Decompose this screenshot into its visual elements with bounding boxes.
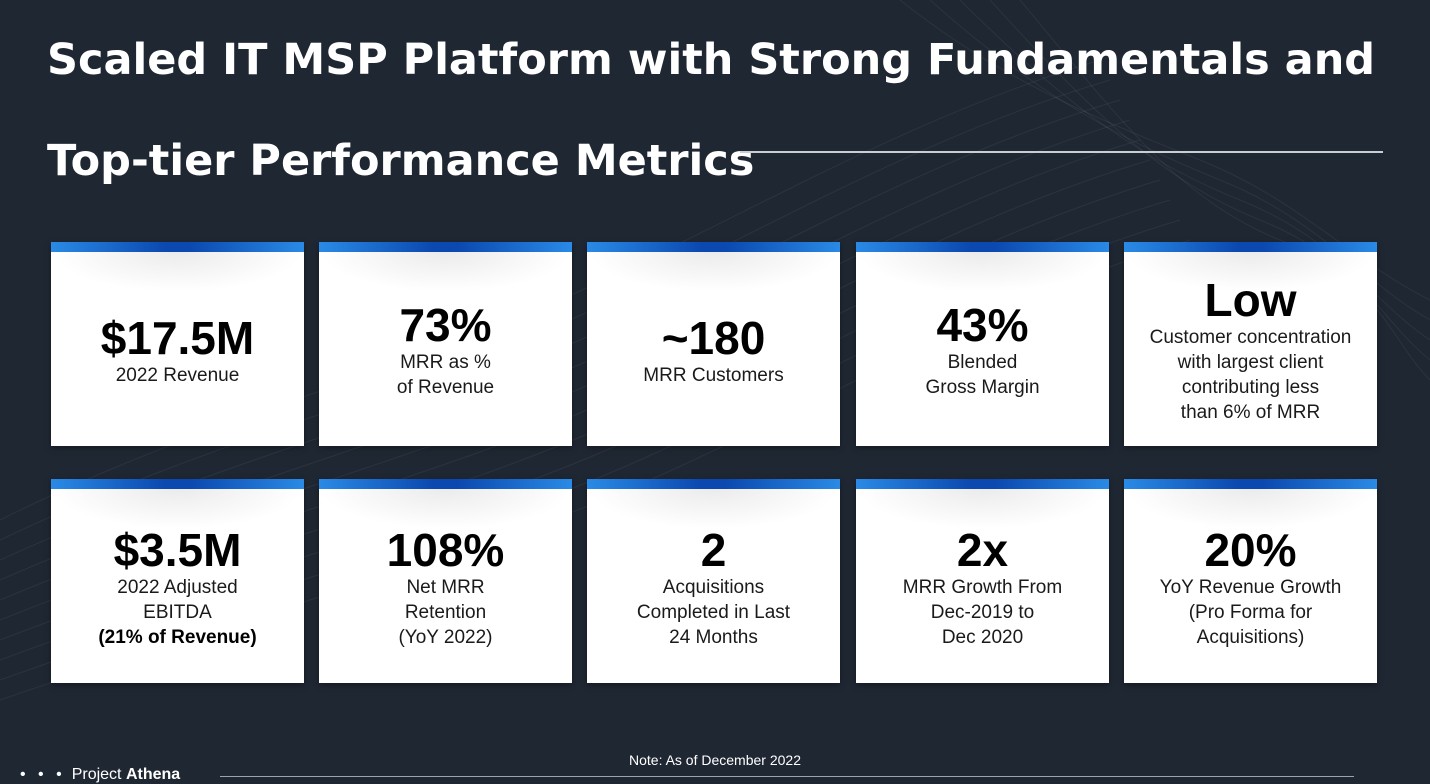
metric-description: Net MRR Retention (YoY 2022) — [398, 576, 493, 648]
page-title-line-2: Top-tier Performance Metrics — [47, 136, 755, 186]
metric-value: $3.5M — [113, 523, 242, 576]
page-title: Scaled IT MSP Platform with Strong Funda… — [47, 10, 1387, 212]
metric-card-yoy-revenue-growth: 20% YoY Revenue Growth (Pro Forma for Ac… — [1124, 479, 1377, 683]
footer-divider — [220, 776, 1354, 777]
title-divider — [740, 151, 1383, 153]
metric-card-ebitda: $3.5M 2022 Adjusted EBITDA (21% of Reven… — [51, 479, 304, 683]
metric-value: $17.5M — [100, 311, 255, 364]
metric-description: MRR Customers — [643, 364, 784, 386]
metric-description-bold: (21% of Revenue) — [98, 626, 257, 648]
metric-card-revenue: $17.5M 2022 Revenue — [51, 242, 304, 446]
metric-card-mrr-customers: ~180 MRR Customers — [587, 242, 840, 446]
metric-description: Acquisitions Completed in Last 24 Months — [636, 576, 791, 648]
footer-dots: • • • — [20, 766, 66, 783]
metric-description: YoY Revenue Growth (Pro Forma for Acquis… — [1159, 576, 1342, 648]
footnote: Note: As of December 2022 — [629, 752, 801, 768]
metric-value: 20% — [1204, 523, 1297, 576]
metric-description: MRR as % of Revenue — [396, 352, 495, 398]
footer-project-label: Project — [71, 766, 122, 783]
metric-description: MRR Growth From Dec-2019 to Dec 2020 — [902, 576, 1063, 648]
metric-value: ~180 — [661, 311, 766, 364]
metric-value: 2x — [956, 523, 1009, 576]
metric-card-mrr-growth: 2x MRR Growth From Dec-2019 to Dec 2020 — [856, 479, 1109, 683]
metric-description: 2022 Adjusted EBITDA — [117, 576, 238, 623]
metric-value: Low — [1204, 274, 1297, 326]
metric-description: 2022 Revenue — [115, 364, 240, 386]
metric-card-acquisitions: 2 Acquisitions Completed in Last 24 Mont… — [587, 479, 840, 683]
page-title-line-1: Scaled IT MSP Platform with Strong Funda… — [47, 35, 1376, 85]
metric-card-net-mrr-retention: 108% Net MRR Retention (YoY 2022) — [319, 479, 572, 683]
footer-brand: • • • Project Athena — [20, 766, 180, 784]
metric-value: 2 — [700, 523, 727, 576]
metric-card-customer-concentration: Low Customer concentration with largest … — [1124, 242, 1377, 446]
metric-value: 108% — [386, 523, 505, 576]
metric-card-mrr-share: 73% MRR as % of Revenue — [319, 242, 572, 446]
metric-description: Customer concentration with largest clie… — [1149, 327, 1352, 423]
metric-description: Blended Gross Margin — [925, 352, 1040, 398]
metric-value: 43% — [936, 299, 1029, 351]
metric-value: 73% — [399, 299, 492, 351]
metric-card-gross-margin: 43% Blended Gross Margin — [856, 242, 1109, 446]
footer-project-name: Athena — [125, 766, 181, 783]
